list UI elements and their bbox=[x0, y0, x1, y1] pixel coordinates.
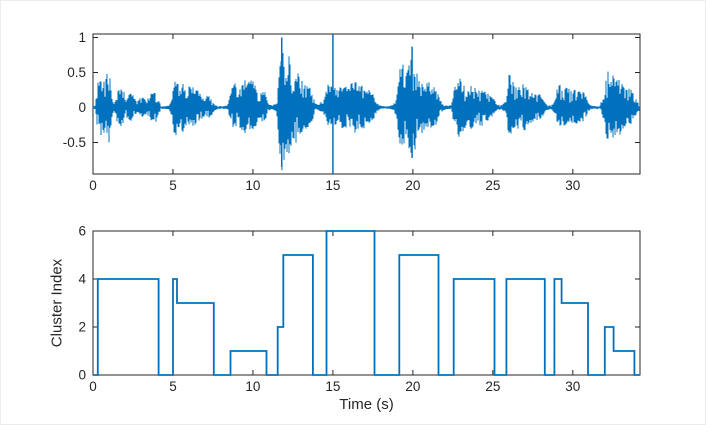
cluster-x-tick-label-3: 15 bbox=[325, 379, 340, 394]
cluster-index-series bbox=[93, 230, 640, 376]
cluster-tick-marks bbox=[92, 230, 640, 376]
waveform-x-tick-label-6: 30 bbox=[565, 178, 580, 193]
waveform-y-tick-label-3: 1 bbox=[78, 30, 86, 45]
cluster-x-tick-label-4: 20 bbox=[405, 379, 420, 394]
waveform-y-tick-label-2: 0.5 bbox=[67, 65, 86, 80]
cluster-x-tick-label-5: 25 bbox=[485, 379, 500, 394]
cluster-y-tick-label-2: 4 bbox=[78, 272, 86, 287]
waveform-x-tick-label-3: 15 bbox=[325, 178, 340, 193]
cluster-y-tick-label-1: 2 bbox=[78, 320, 86, 335]
waveform-x-tick-label-1: 5 bbox=[169, 178, 177, 193]
cluster-x-tick-label-2: 10 bbox=[245, 379, 260, 394]
waveform-y-tick-label-1: 0 bbox=[78, 100, 86, 115]
waveform-x-tick-label-0: 0 bbox=[89, 178, 97, 193]
cluster-axes-box bbox=[92, 230, 641, 376]
cluster-y-tick-label-0: 0 bbox=[78, 368, 86, 383]
waveform-axes-box bbox=[92, 33, 641, 175]
waveform-x-tick-label-2: 10 bbox=[245, 178, 260, 193]
cluster-x-tick-label-6: 30 bbox=[565, 379, 580, 394]
time-axis-label: Time (s) bbox=[339, 396, 394, 413]
waveform-x-tick-label-4: 20 bbox=[405, 178, 420, 193]
waveform-x-tick-label-5: 25 bbox=[485, 178, 500, 193]
cluster-x-tick-label-0: 0 bbox=[89, 379, 97, 394]
cluster-x-tick-label-1: 5 bbox=[169, 379, 177, 394]
waveform-series bbox=[93, 53, 640, 171]
cluster-y-tick-label-3: 6 bbox=[78, 224, 86, 239]
cluster-index-axis-label: Cluster Index bbox=[48, 258, 66, 348]
waveform-y-tick-label-0: -0.5 bbox=[63, 135, 86, 150]
